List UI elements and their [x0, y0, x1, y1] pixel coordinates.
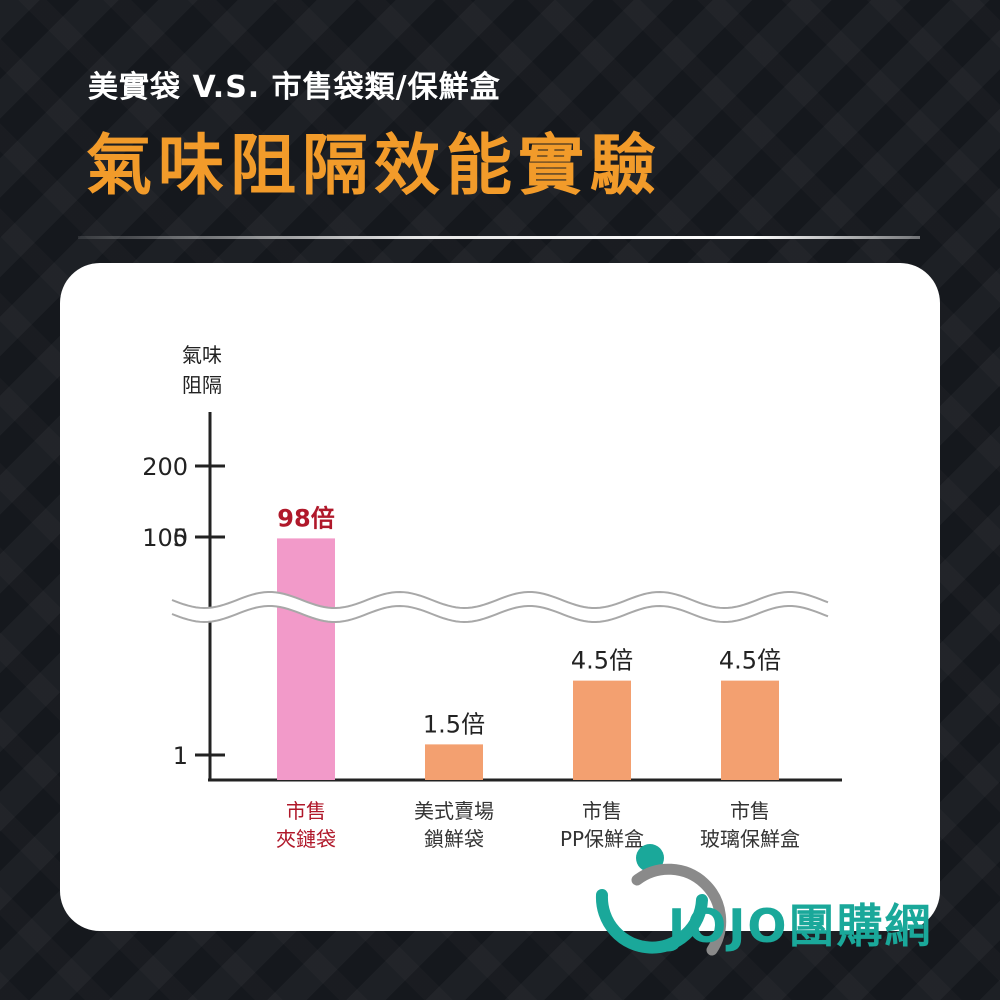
title-divider	[78, 236, 920, 239]
logo-text: JOJO團購網	[668, 899, 933, 953]
bar-value-label: 1.5倍	[423, 710, 485, 738]
page-subtitle: 美實袋 V.S. 市售袋類/保鮮盒	[88, 70, 501, 105]
axis-break-band	[172, 592, 830, 622]
bar-value-label: 4.5倍	[571, 647, 633, 675]
bar-value-label: 98倍	[277, 504, 334, 532]
x-category-label: 市售	[730, 799, 770, 823]
bar	[277, 538, 335, 780]
bar	[721, 680, 779, 780]
axis-break-line	[171, 591, 829, 609]
x-category-label: 美式賣場	[414, 799, 494, 823]
x-category-label: 市售	[286, 799, 326, 823]
x-category-label-line2: 夾鏈袋	[276, 827, 336, 851]
bar	[573, 680, 631, 780]
axis-break-line	[171, 605, 829, 623]
x-category-label: 市售	[582, 799, 622, 823]
y-axis-label-line2: 阻隔	[182, 373, 222, 397]
jojo-logo-icon	[595, 844, 727, 956]
y-tick-label: 1	[173, 742, 188, 770]
x-category-label-line2: 鎖鮮袋	[424, 827, 484, 851]
bar-value-label: 4.5倍	[719, 647, 781, 675]
page-title: 氣味阻隔效能實驗	[86, 127, 662, 204]
y-tick-label: 100	[142, 524, 188, 552]
y-tick-label: 200	[142, 453, 188, 481]
y-axis-label: 氣味	[182, 343, 222, 367]
x-category-label-line2: 玻璃保鮮盒	[700, 827, 800, 851]
bar	[425, 744, 483, 780]
x-category-label-line2: PP保鮮盒	[560, 827, 644, 851]
y-tick-label: 5	[173, 524, 188, 552]
